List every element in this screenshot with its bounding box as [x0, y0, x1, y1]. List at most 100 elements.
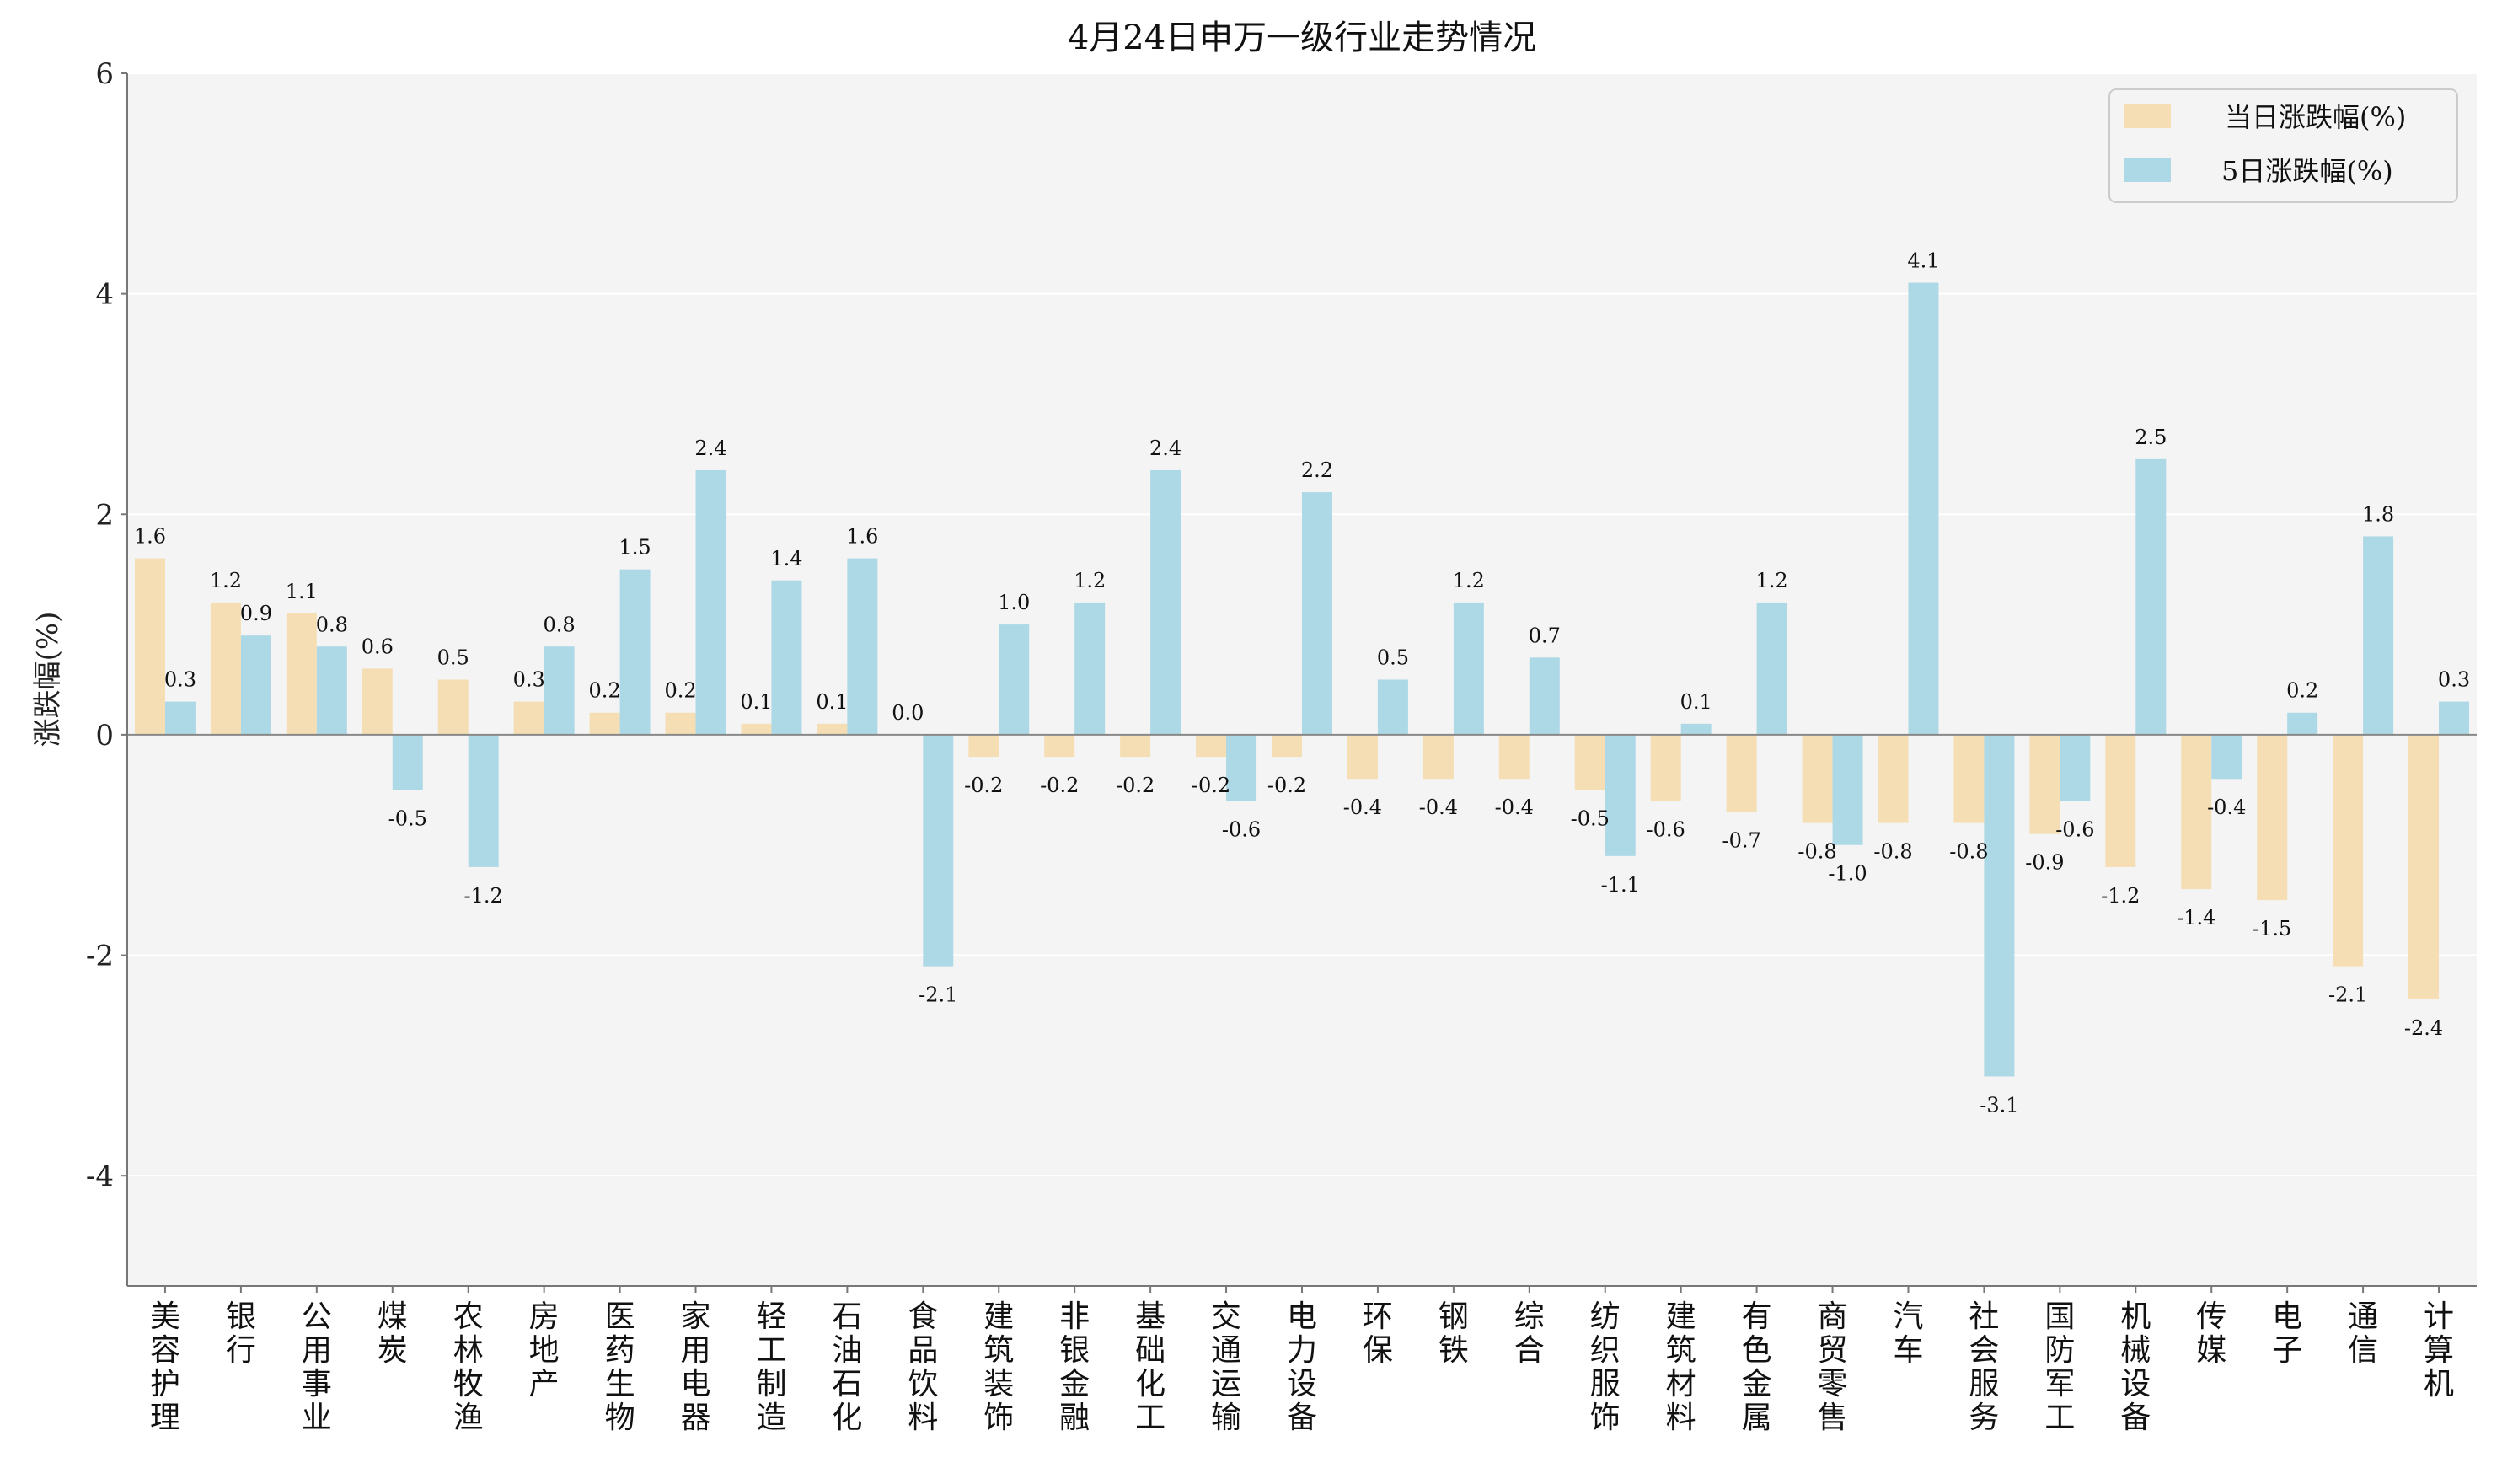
x-tick-label: 社会服务: [1969, 1299, 1999, 1435]
value-label: 0.3: [164, 668, 196, 692]
bar-5day: [1377, 679, 1408, 735]
value-label: 2.4: [694, 437, 726, 460]
bar-5day: [316, 646, 347, 735]
bar-5day: [923, 734, 954, 967]
value-label: -2.1: [919, 983, 957, 1007]
bar-5day: [999, 624, 1030, 735]
value-label: 0.1: [1680, 690, 1712, 714]
bar-daily: [1878, 734, 1909, 823]
bar-5day: [2060, 734, 2091, 801]
x-tick-label: 美容护理: [150, 1299, 180, 1435]
bar-5day: [1908, 282, 1939, 735]
value-label: -1.0: [1828, 862, 1867, 886]
bar-daily: [741, 723, 772, 735]
value-label: 0.3: [2438, 668, 2470, 692]
x-tick-label: 基础化工: [1135, 1299, 1165, 1435]
legend-swatch-5day: [2124, 158, 2171, 182]
bar-daily: [286, 613, 317, 735]
value-label: 2.4: [1149, 437, 1181, 460]
x-tick-label: 食品饮料: [908, 1299, 938, 1435]
bar-daily: [968, 734, 999, 758]
value-label: 1.2: [1074, 569, 1106, 592]
value-label: -2.4: [2404, 1016, 2443, 1040]
value-label: -1.2: [2101, 884, 2140, 908]
x-tick-label: 汽车: [1893, 1299, 1923, 1368]
bar-daily: [1196, 734, 1227, 758]
chart-title: 4月24日申万一级行业走势情况: [1068, 19, 1536, 57]
x-tick-label: 有色金属: [1742, 1299, 1772, 1435]
value-label: -0.8: [1797, 840, 1836, 864]
y-tick-label: 6: [95, 57, 114, 91]
x-tick-label: 石油石化: [832, 1299, 862, 1435]
value-label: 1.4: [770, 547, 802, 571]
bar-daily: [1272, 734, 1302, 758]
bar-daily: [1498, 734, 1530, 780]
x-tick-label: 公用事业: [302, 1299, 332, 1435]
value-label: -0.4: [1419, 796, 1458, 819]
x-tick-label: 交通运输: [1211, 1299, 1241, 1435]
x-tick-label: 家用电器: [681, 1299, 711, 1435]
y-axis-label: 涨跌幅(%): [31, 612, 65, 747]
bar-5day: [847, 558, 878, 735]
bar-5day: [1984, 734, 2015, 1077]
bar-daily: [2257, 734, 2288, 901]
value-label: -0.2: [1116, 774, 1155, 797]
x-tick-label: 环保: [1363, 1299, 1393, 1368]
y-tick-label: 2: [95, 498, 114, 532]
x-tick-label: 医药生物: [605, 1299, 635, 1435]
value-label: 2.2: [1301, 458, 1333, 482]
value-label: 0.8: [544, 613, 576, 636]
x-tick-label: 钢铁: [1439, 1299, 1469, 1368]
x-tick-label: 纺织服饰: [1590, 1299, 1621, 1435]
value-label: -0.4: [1495, 796, 1534, 819]
value-label: 0.3: [513, 668, 545, 692]
value-label: -0.2: [1192, 774, 1230, 797]
bar-daily: [1574, 734, 1605, 790]
value-label: 0.1: [816, 690, 848, 714]
bar-5day: [2287, 712, 2318, 735]
bar-daily: [1347, 734, 1378, 780]
value-label: 1.2: [210, 569, 242, 592]
bar-5day: [695, 469, 726, 735]
y-tick-label: 4: [95, 278, 114, 312]
bar-daily: [665, 712, 696, 735]
bar-daily: [817, 723, 848, 735]
bar-5day: [1302, 492, 1332, 735]
bar-5day: [771, 580, 802, 735]
bar-5day: [392, 734, 423, 790]
bar-5day: [1832, 734, 1863, 845]
x-tick-label: 电力设备: [1287, 1299, 1317, 1435]
value-label: 1.6: [134, 525, 166, 549]
x-tick-label: 非银金融: [1059, 1299, 1090, 1435]
value-label: 0.2: [664, 679, 696, 703]
bar-daily: [1726, 734, 1757, 812]
value-label: 0.5: [1377, 646, 1409, 670]
bar-5day: [2363, 536, 2394, 735]
value-label: 0.2: [2286, 679, 2318, 703]
bar-daily: [134, 558, 165, 735]
bar-daily: [1120, 734, 1151, 758]
value-label: 1.8: [2362, 502, 2394, 526]
legend-swatch-daily: [2124, 104, 2171, 128]
value-label: 1.2: [1453, 569, 1485, 592]
bar-daily: [1953, 734, 1985, 823]
legend-label-daily: 当日涨跌幅(%): [2225, 101, 2406, 133]
bar-daily: [1802, 734, 1833, 823]
x-tick-label: 房地产: [529, 1299, 560, 1401]
value-label: 0.1: [740, 690, 772, 714]
y-tick-label: -2: [86, 940, 114, 973]
x-tick-label: 商贸零售: [1818, 1299, 1848, 1435]
value-label: -0.4: [1343, 796, 1382, 819]
bar-daily: [2105, 734, 2136, 867]
x-tick-label: 通信: [2348, 1299, 2378, 1368]
value-label: -0.9: [2025, 851, 2064, 875]
bar-5day: [1074, 602, 1106, 735]
bar-5day: [2211, 734, 2242, 780]
value-label: 0.9: [240, 602, 272, 625]
bar-5day: [240, 635, 271, 735]
value-label: -0.5: [1571, 806, 1610, 830]
value-label: -0.4: [2207, 796, 2246, 819]
value-label: -1.1: [1601, 873, 1640, 897]
bar-daily: [210, 602, 241, 735]
x-tick-label: 电子: [2272, 1299, 2302, 1368]
